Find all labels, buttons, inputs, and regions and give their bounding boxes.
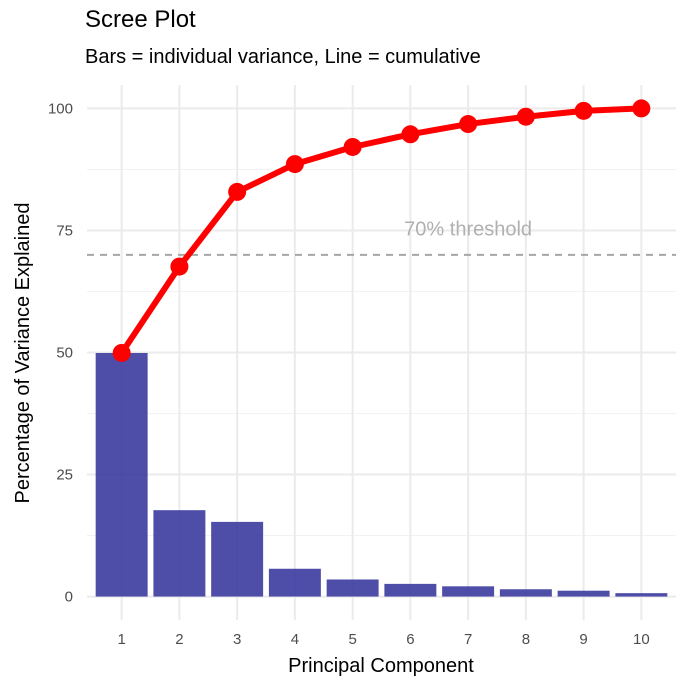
variance-bar [211, 521, 264, 597]
variance-bar [326, 579, 379, 597]
cumulative-point [516, 107, 535, 126]
threshold-annotation: 70% threshold [404, 218, 532, 240]
x-axis-title: Principal Component [288, 655, 474, 677]
x-tick-label: 9 [579, 631, 587, 648]
cumulative-point [401, 125, 420, 144]
y-axis-title: Percentage of Variance Explained [12, 203, 34, 504]
x-tick-label: 6 [406, 631, 414, 648]
y-tick-label: 75 [56, 222, 73, 239]
x-tick-label: 2 [175, 631, 183, 648]
x-tick-label: 7 [464, 631, 472, 648]
y-tick-label: 50 [56, 345, 73, 362]
x-tick-label: 3 [233, 631, 241, 648]
x-tick-label: 10 [633, 631, 650, 648]
variance-bar [153, 510, 206, 597]
cumulative-point [285, 155, 304, 174]
cumulative-point [574, 101, 593, 120]
tick-labels: 0 25 50 75 100 1 2 3 4 5 6 7 8 9 10 [48, 100, 650, 648]
variance-bar [384, 583, 437, 597]
x-tick-label: 4 [291, 631, 299, 648]
x-tick-label: 8 [522, 631, 530, 648]
x-tick-label: 1 [117, 631, 125, 648]
variance-bar [615, 593, 668, 597]
cumulative-point [112, 343, 131, 362]
x-tick-label: 5 [348, 631, 356, 648]
cumulative-line-group [112, 99, 651, 362]
y-tick-label: 0 [65, 589, 73, 606]
variance-bars [95, 352, 668, 597]
variance-bar [442, 586, 495, 597]
variance-bar [557, 590, 610, 597]
cumulative-point [632, 99, 651, 118]
chart-title: Scree Plot [85, 6, 196, 33]
variance-bar [95, 352, 148, 597]
y-tick-label: 100 [48, 100, 73, 117]
cumulative-point [170, 257, 189, 276]
cumulative-point [459, 115, 478, 134]
cumulative-line [118, 105, 645, 356]
threshold-line-group: 70% threshold [87, 218, 676, 256]
variance-bar [268, 568, 321, 597]
y-tick-label: 25 [56, 467, 73, 484]
cumulative-point [228, 182, 247, 201]
chart-subtitle: Bars = individual variance, Line = cumul… [85, 46, 481, 68]
variance-bar [499, 589, 552, 597]
cumulative-point [343, 137, 362, 156]
